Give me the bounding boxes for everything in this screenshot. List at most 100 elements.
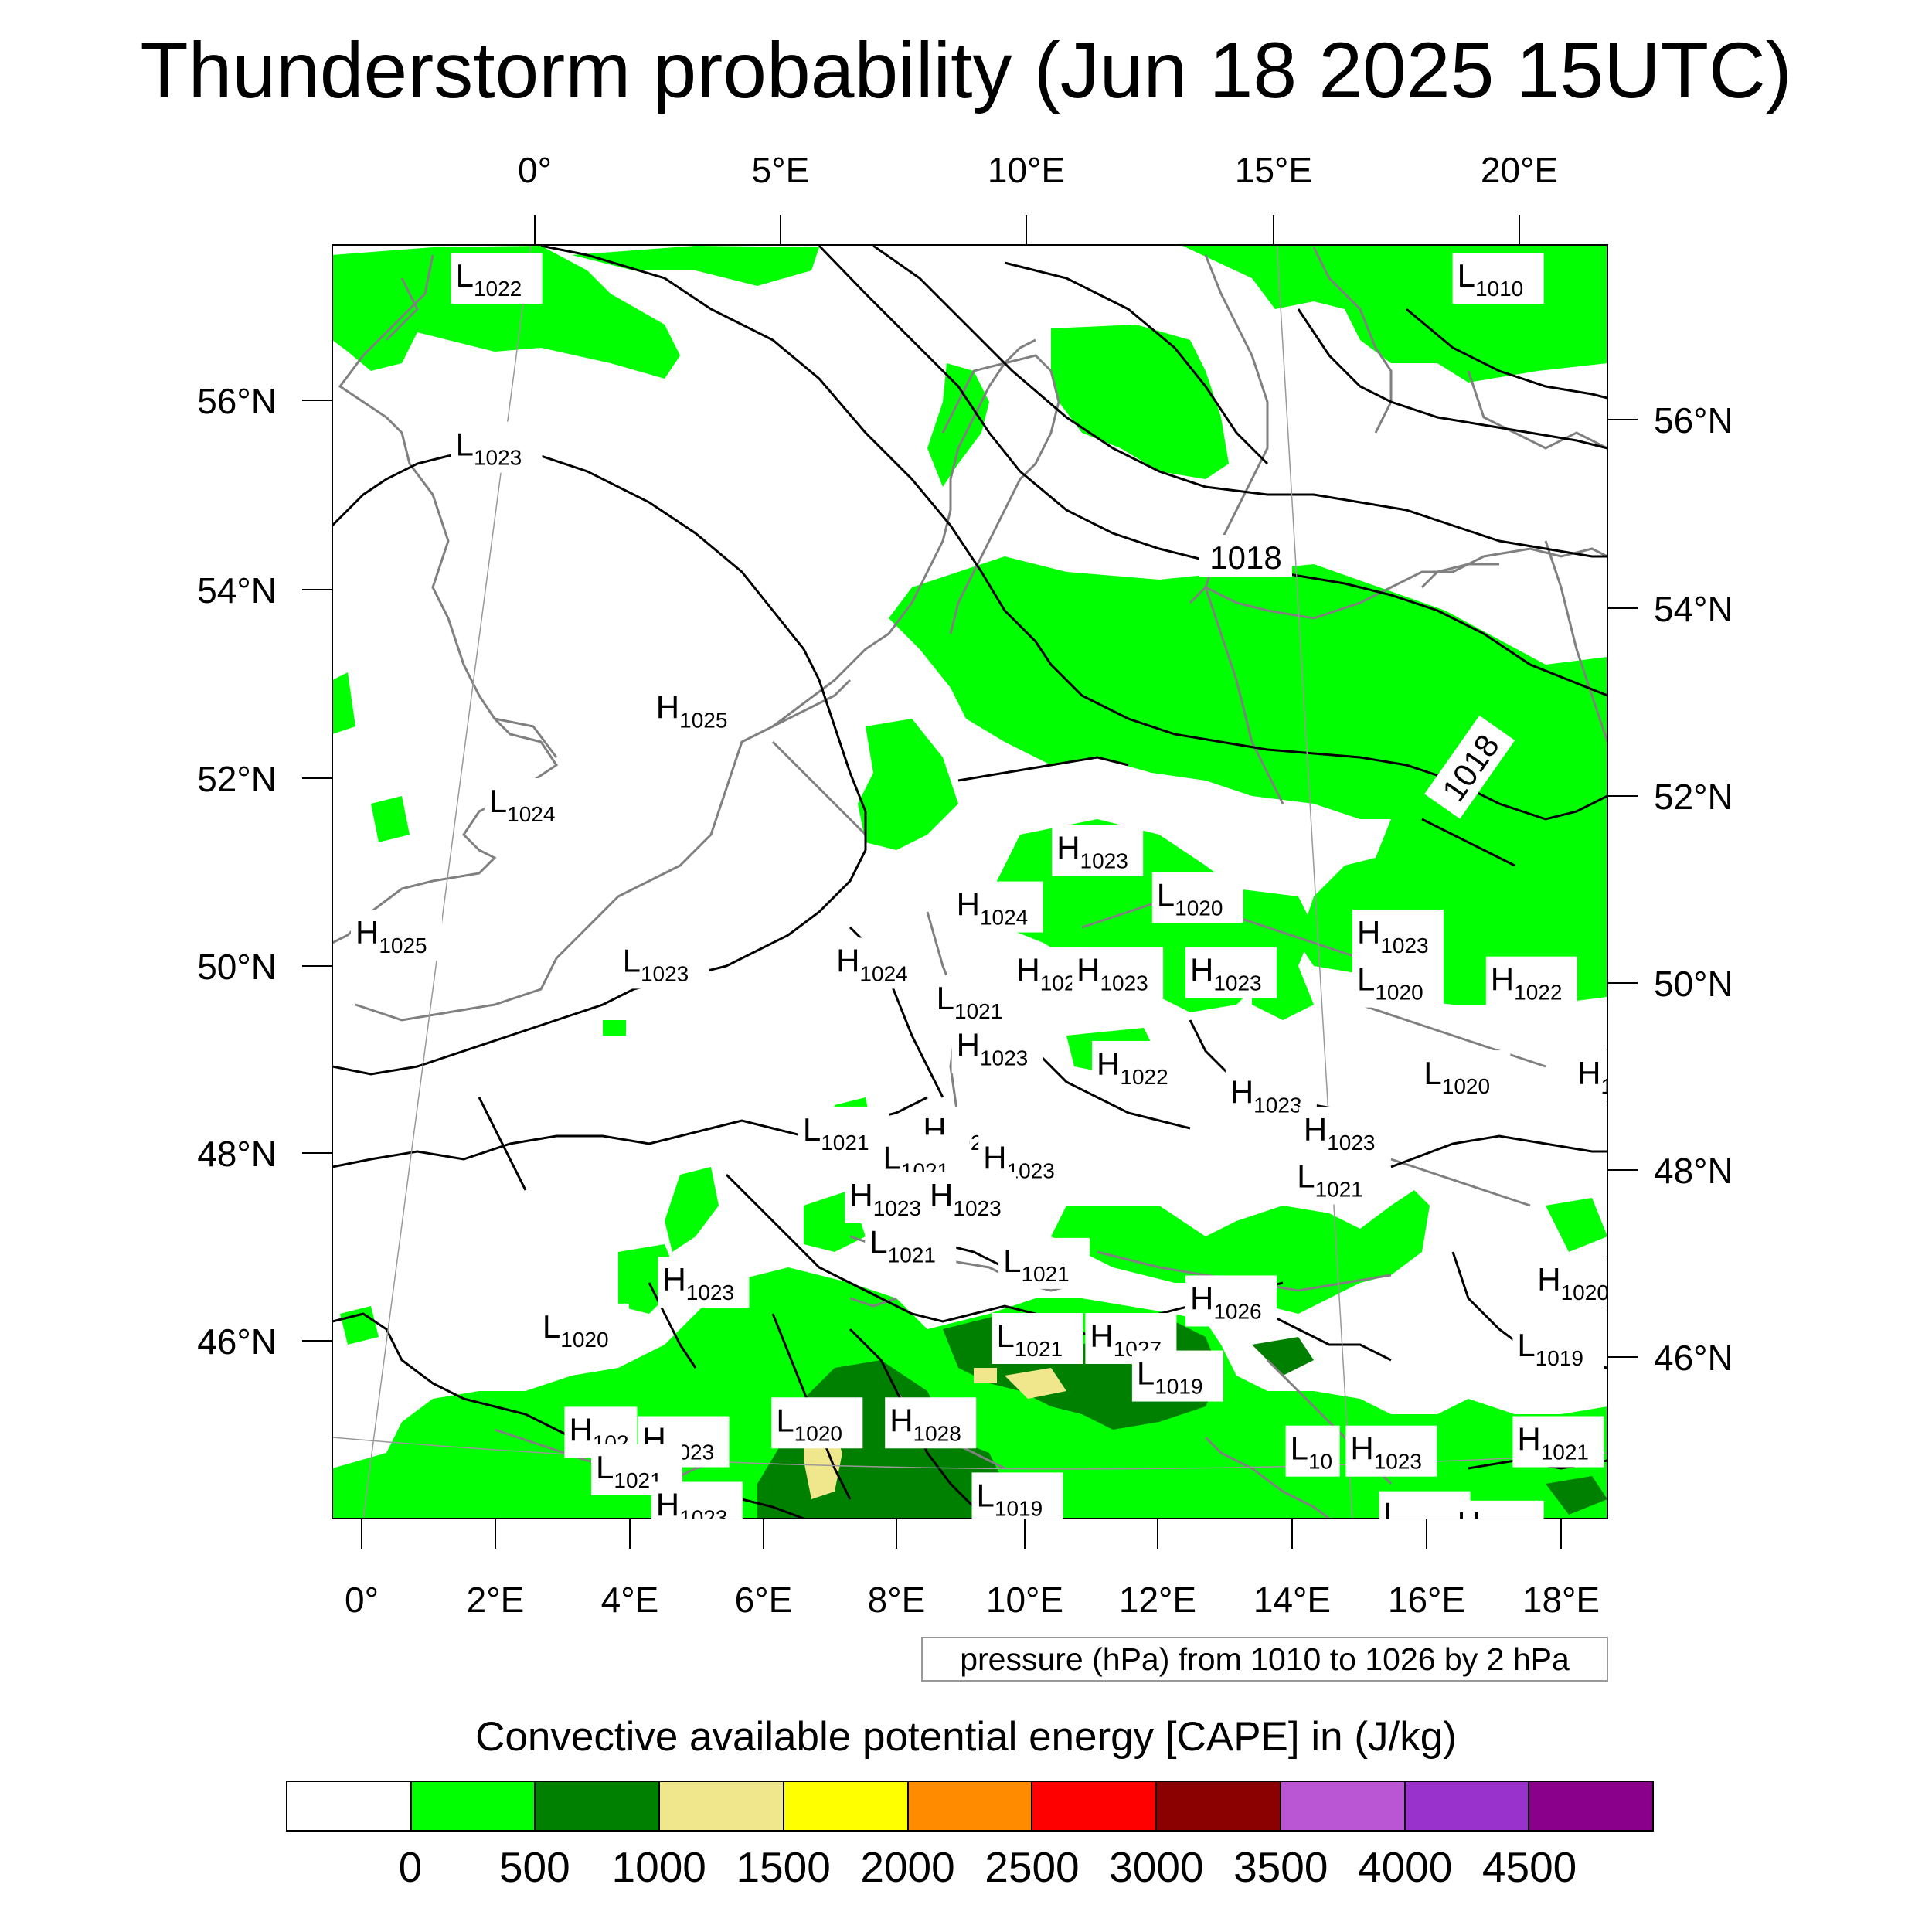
pressure-center-box [1485, 956, 1577, 1008]
cape-area [1252, 1337, 1314, 1376]
pressure-center-value: 1021 [888, 1243, 936, 1267]
pressure-center: L1021 [992, 1313, 1083, 1364]
pressure-center-box [1285, 1425, 1340, 1477]
pressure-center-type: L [869, 1224, 887, 1260]
pressure-center-type: L [456, 427, 474, 463]
tick-label: 10°E [986, 1580, 1063, 1620]
pressure-center-value: 1021 [1015, 1337, 1063, 1361]
pressure-center-box [1532, 1257, 1607, 1308]
pressure-center-type: H [1458, 1505, 1481, 1542]
tick-label: 0° [345, 1580, 379, 1620]
pressure-center: L1022 [451, 253, 543, 304]
cape-area [332, 672, 355, 734]
isobar [1421, 818, 1515, 867]
pressure-center-type: L [1003, 1243, 1021, 1279]
pressure-center-box [484, 778, 576, 830]
pressure-center-label: L1022 [456, 257, 522, 301]
pressure-center-box [451, 421, 543, 473]
pressure-center: L1021 [998, 1237, 1090, 1289]
pressure-center-type: H [656, 1487, 679, 1523]
pressure-center-label: H1023 [1304, 1111, 1376, 1155]
cape-area [603, 1020, 626, 1036]
tick-label: 52°N [197, 759, 277, 799]
pressure-center: H1023 [1185, 947, 1277, 998]
pressure-center: L1019 [1512, 1322, 1604, 1374]
contour-info-box: pressure (hPa) from 1010 to 1026 by 2 hP… [921, 1637, 1608, 1682]
pressure-center-box [617, 937, 709, 989]
pressure-center: L1023 [617, 937, 709, 989]
pressure-center-value: 1028 [913, 1421, 961, 1445]
right-axis: 56°N 54°N 52°N 50°N 48°N 46°N [1654, 400, 1733, 1378]
pressure-center: H10 [1573, 1050, 1607, 1102]
pressure-center-label: H1023 [656, 1487, 728, 1530]
tick-label: 50°N [1654, 964, 1733, 1004]
pressure-center-label: H1023 [957, 1027, 1029, 1070]
pressure-center-type: H [1357, 914, 1380, 951]
pressure-center-value: 1021 [954, 999, 1002, 1023]
colorbar-swatch [1281, 1782, 1406, 1830]
pressure-center-type: H [1230, 1073, 1253, 1110]
pressure-center-value: 1010 [1475, 277, 1523, 301]
pressure-center: L1019 [1131, 1350, 1223, 1402]
tick-label: 50°N [197, 947, 277, 987]
colorbar-label: 0 [398, 1843, 423, 1891]
coastline-baltic-east [1467, 370, 1607, 450]
pressure-center-label: H1025 [355, 914, 427, 957]
pressure-center-value: 10 [1308, 1450, 1332, 1474]
pressure-center-type: L [1357, 961, 1375, 998]
pressure-center-type: L [623, 942, 641, 978]
pressure-center-value: 1023 [1253, 1093, 1301, 1117]
pressure-center-box [992, 1313, 1083, 1364]
colorbar-label: 2500 [985, 1843, 1080, 1891]
cape-area [927, 363, 989, 487]
pressure-center-value: 1020 [1442, 1074, 1490, 1098]
tick-label: 5°E [752, 150, 810, 190]
pressure-center: H1023 [951, 1022, 1043, 1073]
colorbar-label: 3000 [1109, 1843, 1204, 1891]
pressure-center-value: 1023 [1100, 971, 1148, 995]
top-axis: 0° 5°E 10°E 15°E 20°E [518, 150, 1558, 190]
bottom-axis: 0° 2°E 4°E 6°E 8°E 10°E 12°E 14°E 16°E 1… [345, 1580, 1600, 1620]
tick-label: 15°E [1235, 150, 1312, 190]
pressure-center-value: 1021 [821, 1131, 869, 1155]
pressure-center-type: H [1577, 1055, 1600, 1091]
pressure-center-box [832, 937, 923, 989]
pressure-center-type: L [1384, 1496, 1402, 1532]
pressure-center: L1020 [1352, 956, 1444, 1008]
pressure-center-label: H1023 [983, 1139, 1055, 1182]
isobar [1267, 1312, 1392, 1362]
colorbar-swatch [536, 1782, 661, 1830]
page-title: Thunderstorm probability (Jun 18 2025 15… [140, 26, 1792, 114]
pressure-center-label: H1023 [1077, 952, 1148, 995]
border-slovakia [1359, 1003, 1546, 1068]
cape-area [665, 1167, 719, 1252]
cape-area [1546, 1198, 1607, 1252]
tick-label: 54°N [197, 570, 277, 611]
isobar-label-box [1199, 535, 1292, 577]
pressure-center-value: 1026 [1213, 1299, 1261, 1323]
pressure-center-box [651, 684, 743, 736]
cape-area [1005, 1368, 1066, 1399]
coastline-baltic [1205, 547, 1607, 620]
pressure-center-type: H [1537, 1261, 1560, 1298]
meridian-15e [1276, 245, 1353, 1519]
pressure-center: H1025 [351, 909, 442, 961]
pressure-center-value: 1023 [474, 446, 522, 470]
tick-label: 8°E [868, 1580, 926, 1620]
pressure-center-box [1512, 1322, 1604, 1374]
pressure-center: H1025 [651, 684, 743, 736]
pressure-center-value: 1023 [1380, 934, 1428, 957]
pressure-center-value: 1019 [1536, 1346, 1583, 1370]
axis-ticks [302, 215, 1638, 1549]
pressure-center-box [1452, 1500, 1544, 1519]
pressure-center: L1024 [484, 778, 576, 830]
pressure-center-label: L1023 [623, 942, 689, 985]
pressure-center-box [1185, 947, 1277, 998]
cape-area [340, 1306, 379, 1345]
pressure-center-box [351, 909, 442, 961]
pressure-center-box [1052, 825, 1144, 876]
colorbar-swatch [1529, 1782, 1653, 1830]
pressure-center-value: 1024 [507, 802, 555, 826]
isobar [1390, 1134, 1607, 1168]
